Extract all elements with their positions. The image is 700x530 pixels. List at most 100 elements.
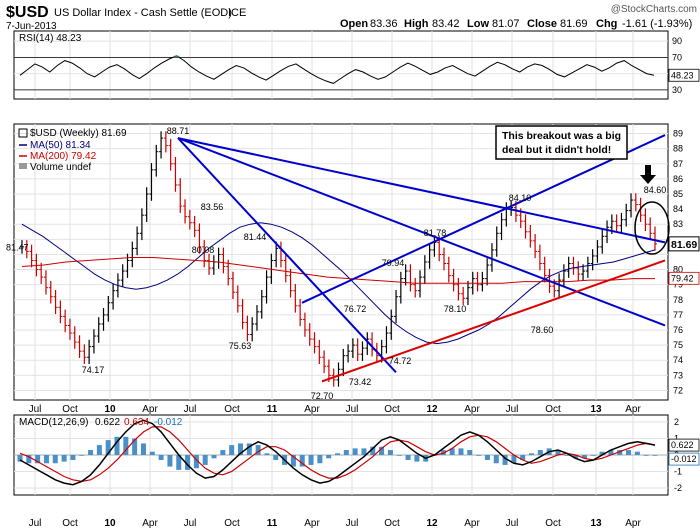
price-last-label: 81.69: [671, 239, 697, 251]
price-bar: [614, 214, 619, 233]
price-xtick-label: Apr: [142, 404, 158, 415]
price-bar: [389, 309, 394, 340]
macd-xtick-label: Apr: [142, 518, 158, 529]
price-bar: [456, 277, 461, 301]
price-bar: [442, 247, 446, 271]
price-peak-label: 75.63: [229, 341, 252, 351]
price-bar: [67, 318, 72, 340]
price-bar: [528, 224, 533, 248]
price-bar: [29, 244, 34, 268]
close-label: Close: [527, 18, 557, 30]
price-bar: [221, 247, 226, 274]
price-left-label: 81.47: [6, 242, 29, 252]
price-bar: [648, 217, 653, 241]
macd-xtick-label: 11: [267, 518, 278, 529]
price-bar: [600, 229, 605, 254]
price-xtick-label: Jul: [29, 404, 42, 415]
legend-price-swatch: [18, 128, 28, 138]
price-bar: [418, 270, 423, 298]
macd-hist-bar: [599, 451, 605, 455]
price-bar: [581, 264, 586, 281]
macd-last-label: 0.622: [671, 440, 694, 450]
price-ytick-label: 86: [673, 174, 683, 184]
macd-hist-bar: [176, 455, 182, 470]
price-bar: [485, 258, 490, 286]
price-bar: [446, 256, 451, 283]
price-ytick-label: 80: [673, 265, 683, 275]
macd-hist-bar: [149, 451, 155, 455]
open-value: 83.36: [370, 18, 398, 30]
price-bar: [106, 296, 111, 322]
macd-hist-bar: [193, 455, 199, 469]
price-bar: [298, 299, 303, 327]
macd-hist-bar: [317, 455, 323, 464]
macd-ytick-label: 2: [674, 417, 679, 427]
ma200-last-label: 79.42: [671, 273, 694, 283]
price-peak-label: 74.72: [389, 356, 412, 366]
macd-ytick-label: -1: [674, 467, 682, 477]
price-bar: [274, 241, 279, 268]
macd-hist-bar: [352, 448, 358, 455]
price-bar: [87, 339, 92, 364]
price-panel: [13, 123, 669, 401]
price-bar: [480, 271, 485, 292]
price-bar: [322, 350, 327, 374]
macd-title-signal: 0.634: [124, 417, 149, 428]
macd-ytick-label: -2: [674, 483, 682, 493]
price-peak-label: 72.70: [311, 391, 334, 401]
price-bar: [130, 241, 135, 268]
price-xtick-label: Oct: [545, 404, 561, 415]
macd-hist-bar: [467, 450, 473, 455]
price-bar: [475, 271, 480, 292]
price-bar: [576, 261, 581, 281]
macd-hist-bar: [52, 455, 58, 464]
price-ytick-label: 75: [673, 340, 683, 350]
macd-hist-bar: [405, 455, 411, 460]
macd-hist-bar: [396, 455, 402, 456]
high-value: 83.42: [432, 18, 460, 30]
macd-hist-bar: [96, 445, 102, 455]
macd-hist-bar: [158, 455, 164, 460]
macd-hist-bar: [35, 455, 41, 464]
macd-xtick-label: Apr: [625, 518, 641, 529]
price-peak-label: 78.60: [531, 325, 554, 335]
price-bar: [197, 223, 202, 254]
macd-hist-bar: [299, 455, 305, 467]
price-bar: [24, 240, 29, 259]
macd-hist-bar: [264, 453, 270, 455]
price-bar: [561, 264, 566, 287]
ma200-last-box: [668, 271, 700, 285]
macd-hist-bar: [105, 440, 111, 455]
price-bar: [355, 338, 360, 361]
price-bar: [465, 280, 470, 306]
macd-hist-last-box: [668, 452, 700, 466]
macd-hist-bar: [61, 455, 67, 462]
price-peak-label: 76.72: [344, 304, 367, 314]
price-bar: [590, 249, 595, 271]
price-bar: [96, 317, 101, 343]
price-last-box: [668, 236, 700, 252]
price-bar: [489, 243, 494, 272]
price-xtick-label: Oct: [62, 404, 78, 415]
price-bar: [408, 264, 413, 292]
price-bar: [288, 268, 293, 298]
macd-hist-bar: [440, 450, 446, 455]
macd-hist-last-label: -0.012: [671, 454, 697, 464]
trendline-downtrend-shallow: [177, 137, 666, 244]
price-bar: [120, 264, 125, 287]
price-ytick-label: 84: [673, 204, 683, 214]
legend-volume: Volume undef: [30, 162, 91, 173]
price-peak-label: 80.08: [192, 245, 215, 255]
watermark: @StockCharts.com: [611, 4, 697, 15]
price-bar: [312, 332, 317, 354]
price-bar: [159, 131, 164, 159]
price-ytick-label: 77: [673, 310, 683, 320]
price-bar: [192, 215, 197, 238]
price-bar: [537, 244, 542, 271]
price-peak-label: 84.10: [509, 193, 532, 203]
price-peak-label: 74.17: [82, 365, 105, 375]
price-bar: [264, 270, 269, 304]
price-ytick-label: 73: [673, 370, 683, 380]
macd-hist-bar: [255, 445, 261, 455]
